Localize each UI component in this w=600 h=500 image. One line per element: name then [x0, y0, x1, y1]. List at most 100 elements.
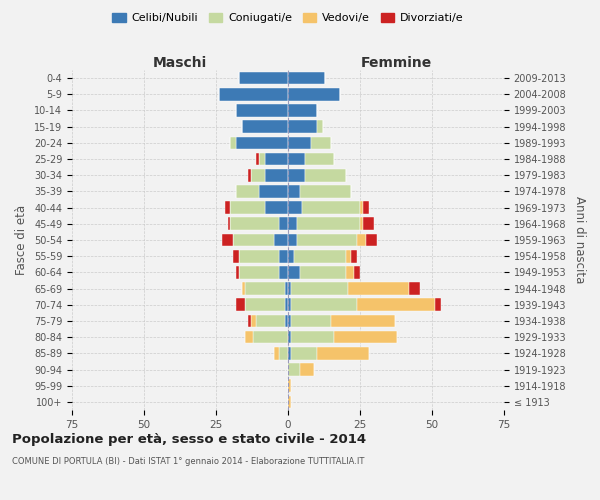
Text: Femmine: Femmine: [361, 56, 431, 70]
Bar: [349, 282, 409, 295]
Bar: [363, 202, 368, 214]
Bar: [288, 185, 299, 198]
Bar: [230, 136, 236, 149]
Bar: [288, 169, 305, 181]
Bar: [291, 347, 317, 360]
Bar: [357, 234, 366, 246]
Bar: [331, 314, 395, 328]
Bar: [239, 250, 280, 262]
Y-axis label: Anni di nascita: Anni di nascita: [573, 196, 586, 284]
Bar: [354, 266, 360, 278]
Bar: [251, 169, 265, 181]
Bar: [288, 347, 291, 360]
Bar: [280, 218, 288, 230]
Bar: [288, 298, 291, 311]
Bar: [280, 266, 288, 278]
Bar: [274, 234, 288, 246]
Bar: [288, 218, 296, 230]
Bar: [265, 202, 288, 214]
Bar: [305, 169, 346, 181]
Bar: [360, 218, 363, 230]
Y-axis label: Fasce di età: Fasce di età: [16, 205, 28, 275]
Bar: [236, 104, 288, 117]
Bar: [334, 331, 397, 344]
Bar: [346, 250, 352, 262]
Bar: [291, 314, 331, 328]
Bar: [288, 88, 340, 101]
Bar: [291, 282, 349, 295]
Bar: [352, 250, 357, 262]
Bar: [296, 234, 357, 246]
Text: Maschi: Maschi: [153, 56, 207, 70]
Bar: [253, 331, 288, 344]
Bar: [265, 152, 288, 166]
Bar: [227, 218, 230, 230]
Bar: [274, 347, 280, 360]
Bar: [291, 298, 357, 311]
Bar: [233, 250, 239, 262]
Bar: [288, 72, 325, 85]
Bar: [230, 218, 280, 230]
Bar: [251, 314, 256, 328]
Bar: [242, 282, 245, 295]
Bar: [296, 218, 360, 230]
Bar: [288, 282, 291, 295]
Bar: [299, 363, 314, 376]
Legend: Celibi/Nubili, Coniugati/e, Vedovi/e, Divorziati/e: Celibi/Nubili, Coniugati/e, Vedovi/e, Di…: [108, 8, 468, 28]
Bar: [256, 314, 285, 328]
Bar: [265, 169, 288, 181]
Bar: [317, 120, 323, 133]
Bar: [288, 363, 299, 376]
Bar: [285, 314, 288, 328]
Bar: [288, 266, 299, 278]
Bar: [409, 282, 421, 295]
Bar: [259, 185, 288, 198]
Bar: [288, 104, 317, 117]
Bar: [363, 218, 374, 230]
Bar: [299, 266, 346, 278]
Bar: [248, 314, 251, 328]
Bar: [242, 120, 288, 133]
Bar: [259, 152, 265, 166]
Bar: [288, 250, 294, 262]
Bar: [288, 380, 291, 392]
Bar: [288, 120, 317, 133]
Bar: [222, 234, 233, 246]
Bar: [230, 202, 265, 214]
Bar: [299, 185, 352, 198]
Bar: [239, 72, 288, 85]
Bar: [256, 152, 259, 166]
Bar: [245, 282, 285, 295]
Bar: [288, 136, 311, 149]
Bar: [357, 298, 435, 311]
Bar: [346, 266, 354, 278]
Bar: [291, 331, 334, 344]
Bar: [435, 298, 440, 311]
Text: Popolazione per età, sesso e stato civile - 2014: Popolazione per età, sesso e stato civil…: [12, 432, 366, 446]
Bar: [236, 298, 245, 311]
Bar: [288, 202, 302, 214]
Bar: [280, 250, 288, 262]
Bar: [288, 331, 291, 344]
Bar: [285, 298, 288, 311]
Bar: [288, 396, 291, 408]
Bar: [288, 234, 296, 246]
Bar: [366, 234, 377, 246]
Bar: [233, 234, 274, 246]
Bar: [288, 152, 305, 166]
Bar: [236, 185, 259, 198]
Bar: [305, 152, 334, 166]
Bar: [294, 250, 346, 262]
Bar: [236, 266, 239, 278]
Bar: [245, 298, 285, 311]
Bar: [288, 314, 291, 328]
Bar: [360, 202, 363, 214]
Bar: [239, 266, 280, 278]
Bar: [302, 202, 360, 214]
Bar: [219, 88, 288, 101]
Bar: [311, 136, 331, 149]
Bar: [280, 347, 288, 360]
Bar: [317, 347, 368, 360]
Bar: [224, 202, 230, 214]
Text: COMUNE DI PORTULA (BI) - Dati ISTAT 1° gennaio 2014 - Elaborazione TUTTITALIA.IT: COMUNE DI PORTULA (BI) - Dati ISTAT 1° g…: [12, 458, 364, 466]
